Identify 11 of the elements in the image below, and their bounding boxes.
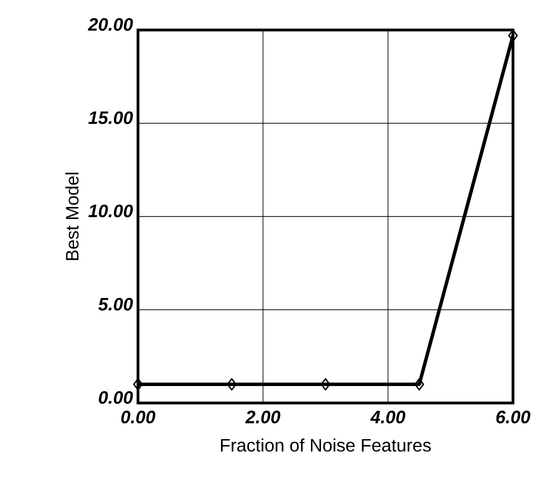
y-tick-label: 0.00 [98, 391, 133, 404]
x-tick-label: 6.00 [496, 410, 530, 424]
y-axis-title: Best Model [65, 172, 79, 260]
y-tick-label: 15.00 [88, 111, 133, 124]
x-axis-title: Fraction of Noise Features [221, 438, 431, 452]
y-tick-label: 20.00 [88, 18, 133, 31]
x-tick-label: 0.00 [121, 410, 156, 424]
y-tick-label: 5.00 [98, 298, 133, 311]
x-tick-label: 4.00 [370, 410, 406, 424]
x-tick-label: 2.00 [245, 410, 280, 424]
y-tick-label: 10.00 [88, 204, 133, 218]
